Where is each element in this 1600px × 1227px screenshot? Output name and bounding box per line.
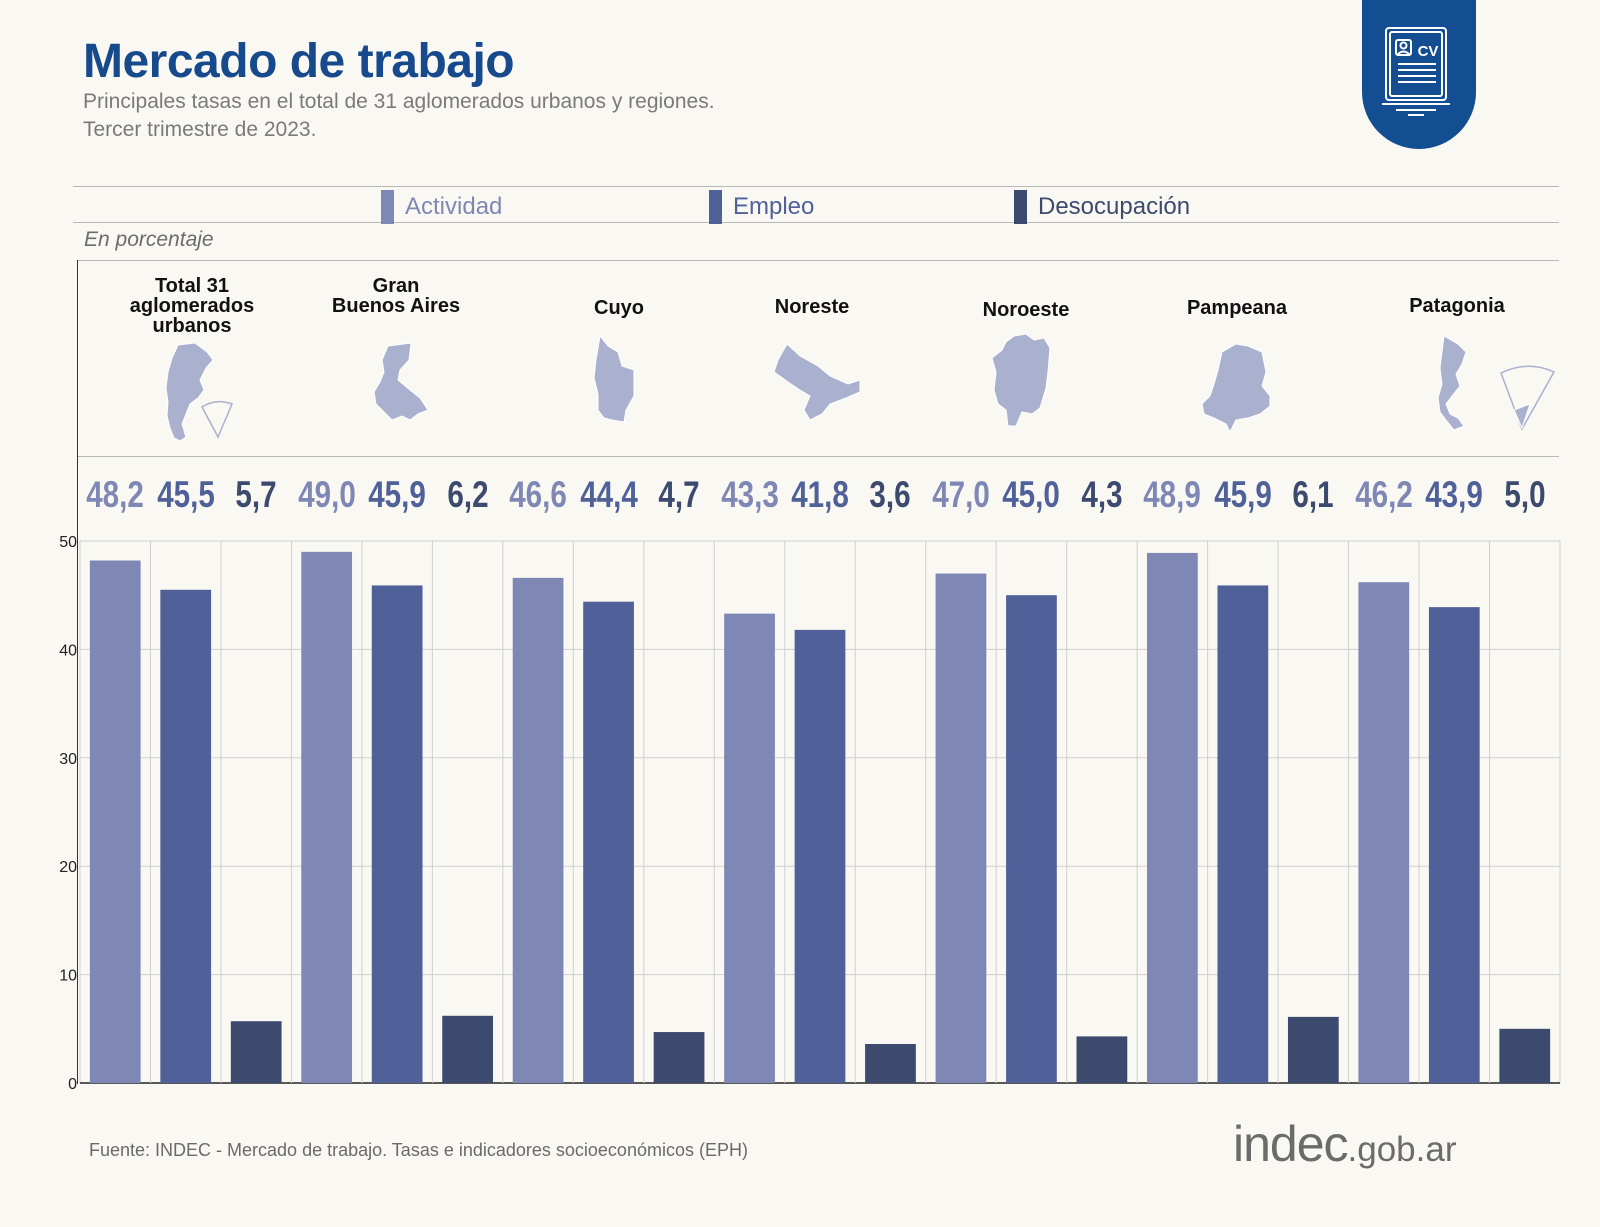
region-name-line: urbanos [152, 315, 232, 337]
bar-actividad [1358, 582, 1410, 1083]
value-label-actividad: 48,2 [86, 474, 145, 515]
y-tick-label: 50 [59, 534, 77, 551]
bar-desocupación [653, 1032, 705, 1083]
value-label-actividad: 46,6 [509, 474, 567, 515]
left-frame-line [77, 260, 78, 1084]
legend-label-actividad: Actividad [405, 193, 503, 220]
subtitle-line-2: Tercer trimestre de 2023. [83, 118, 317, 141]
value-label-actividad: 47,0 [932, 474, 990, 515]
region-name-line: Noroeste [982, 299, 1070, 321]
region-name-line: Buenos Aires [331, 295, 461, 317]
y-tick-label: 0 [68, 1076, 77, 1093]
legend-item-desocupacion: Desocupación [1014, 190, 1190, 224]
bar-empleo [371, 585, 423, 1083]
region-name-line: Gran [372, 275, 420, 297]
region-name-pampeana: Pampeana [1137, 298, 1337, 318]
region-name-line: aglomerados [129, 295, 255, 317]
value-label-empleo: 43,9 [1425, 474, 1484, 515]
region-name-line: Patagonia [1409, 295, 1505, 317]
region-name-cuyo: Cuyo [519, 298, 719, 318]
value-label-desocupación: 4,7 [658, 474, 700, 515]
value-label-desocupación: 6,2 [447, 474, 489, 515]
bar-actividad [512, 577, 564, 1083]
region-name-line: Pampeana [1186, 297, 1288, 319]
y-tick-label: 10 [59, 968, 77, 985]
logo-domain: .gob.ar [1347, 1130, 1457, 1169]
value-label-desocupación: 3,6 [869, 474, 912, 515]
value-label-empleo: 44,4 [579, 474, 638, 515]
bar-empleo [583, 601, 634, 1083]
bar-empleo [160, 589, 212, 1083]
bar-actividad [1147, 552, 1198, 1083]
bar-desocupación [1076, 1036, 1128, 1083]
bar-desocupación [230, 1021, 282, 1083]
bar-actividad [301, 551, 353, 1083]
value-label-actividad: 43,3 [720, 474, 779, 515]
bar-actividad [935, 573, 987, 1083]
value-label-desocupación: 6,1 [1292, 474, 1334, 515]
legend-label-empleo: Empleo [733, 193, 815, 220]
bar-desocupación [1287, 1016, 1339, 1083]
bar-empleo [1006, 595, 1057, 1083]
bar-empleo [1428, 607, 1480, 1083]
value-label-actividad: 46,2 [1354, 474, 1413, 515]
y-tick-label: 20 [59, 859, 77, 876]
y-tick-label: 40 [59, 642, 77, 659]
bar-desocupación [1499, 1028, 1551, 1083]
page-title: Mercado de trabajo [83, 35, 515, 88]
legend-item-empleo: Empleo [709, 190, 814, 224]
indec-logo: indec.gob.ar [1233, 1115, 1457, 1173]
legend-bottom-rule [73, 222, 1559, 223]
region-name-gba: Gran Buenos Aires [296, 276, 496, 316]
legend-item-actividad: Actividad [381, 190, 502, 224]
region-name-noroeste: Noroeste [926, 300, 1126, 320]
value-label-empleo: 45,9 [368, 474, 426, 515]
bar-actividad [724, 613, 775, 1083]
bar-actividad [89, 560, 141, 1083]
value-label-actividad: 49,0 [297, 474, 356, 515]
y-tick-label: 30 [59, 751, 77, 768]
value-label-actividad: 48,9 [1143, 474, 1202, 515]
regions-top-rule [77, 260, 1559, 261]
legend-swatch-actividad [381, 190, 394, 224]
legend-top-rule [73, 186, 1559, 187]
value-label-desocupación: 5,0 [1504, 474, 1546, 515]
value-label-desocupación: 5,7 [235, 474, 277, 515]
legend-swatch-desocupacion [1014, 190, 1027, 224]
region-name-line: Noreste [774, 296, 850, 318]
region-name-total: Total 31 aglomerados urbanos [92, 276, 292, 336]
value-label-empleo: 45,9 [1214, 474, 1272, 515]
cv-label: CV [1418, 43, 1439, 60]
logo-main: indec [1233, 1116, 1349, 1172]
region-name-line: Total 31 [154, 275, 230, 297]
source-note: Fuente: INDEC - Mercado de trabajo. Tasa… [89, 1140, 748, 1160]
legend-swatch-empleo [709, 190, 722, 224]
bar-desocupación [442, 1015, 493, 1083]
cv-badge: CV [1362, 0, 1476, 149]
cv-document-icon: CV [1382, 27, 1450, 116]
regions-bottom-rule [77, 456, 1559, 457]
unit-label: En porcentaje [84, 228, 214, 251]
legend-label-desocupacion: Desocupación [1038, 193, 1191, 220]
region-name-patagonia: Patagonia [1357, 296, 1557, 316]
value-label-empleo: 45,0 [1002, 474, 1061, 515]
subtitle-line-1: Principales tasas en el total de 31 aglo… [83, 90, 715, 113]
value-label-empleo: 41,8 [791, 474, 849, 515]
bar-desocupación [865, 1043, 916, 1083]
region-name-line: Cuyo [594, 297, 644, 319]
value-label-desocupación: 4,3 [1081, 474, 1123, 515]
bar-empleo [794, 629, 846, 1083]
bar-empleo [1217, 585, 1269, 1083]
value-label-empleo: 45,5 [156, 474, 215, 515]
region-name-noreste: Noreste [712, 297, 912, 317]
